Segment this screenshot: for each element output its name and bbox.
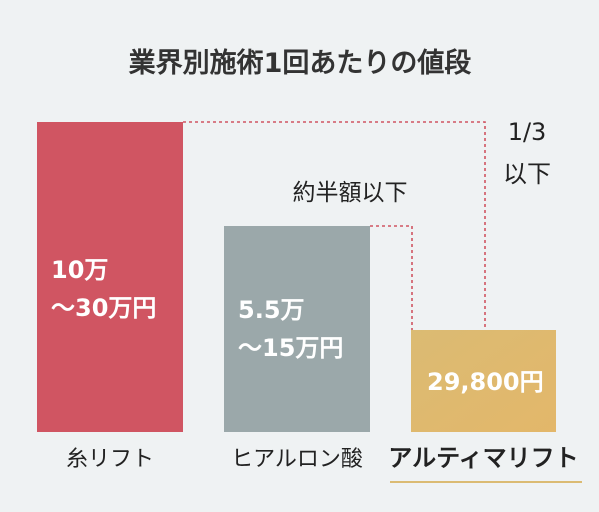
bar-value-label: 10万 — [51, 256, 108, 284]
annotation-half-price: 約半額以下 — [293, 180, 408, 206]
bar-value-label: 29,800円 — [427, 368, 544, 396]
bar-value-label: ～15万円 — [238, 334, 343, 362]
bar-value-label: ～30万円 — [51, 294, 156, 322]
category-label: 糸リフト — [66, 447, 154, 472]
category-label: ヒアルロン酸 — [231, 447, 363, 472]
connector-line-1 — [183, 121, 486, 330]
annotation-one-third: 以下 — [503, 160, 551, 188]
bar-value-label: 5.5万 — [238, 296, 305, 324]
bar-1 — [37, 122, 183, 432]
annotation-one-third: 1/3 — [508, 118, 547, 146]
connector-line-2 — [370, 225, 413, 330]
category-label: アルティマリフト — [388, 444, 578, 472]
bar-2 — [224, 226, 370, 432]
chart-title: 業界別施術1回あたりの値段 — [129, 48, 472, 79]
bar-3 — [411, 330, 556, 432]
